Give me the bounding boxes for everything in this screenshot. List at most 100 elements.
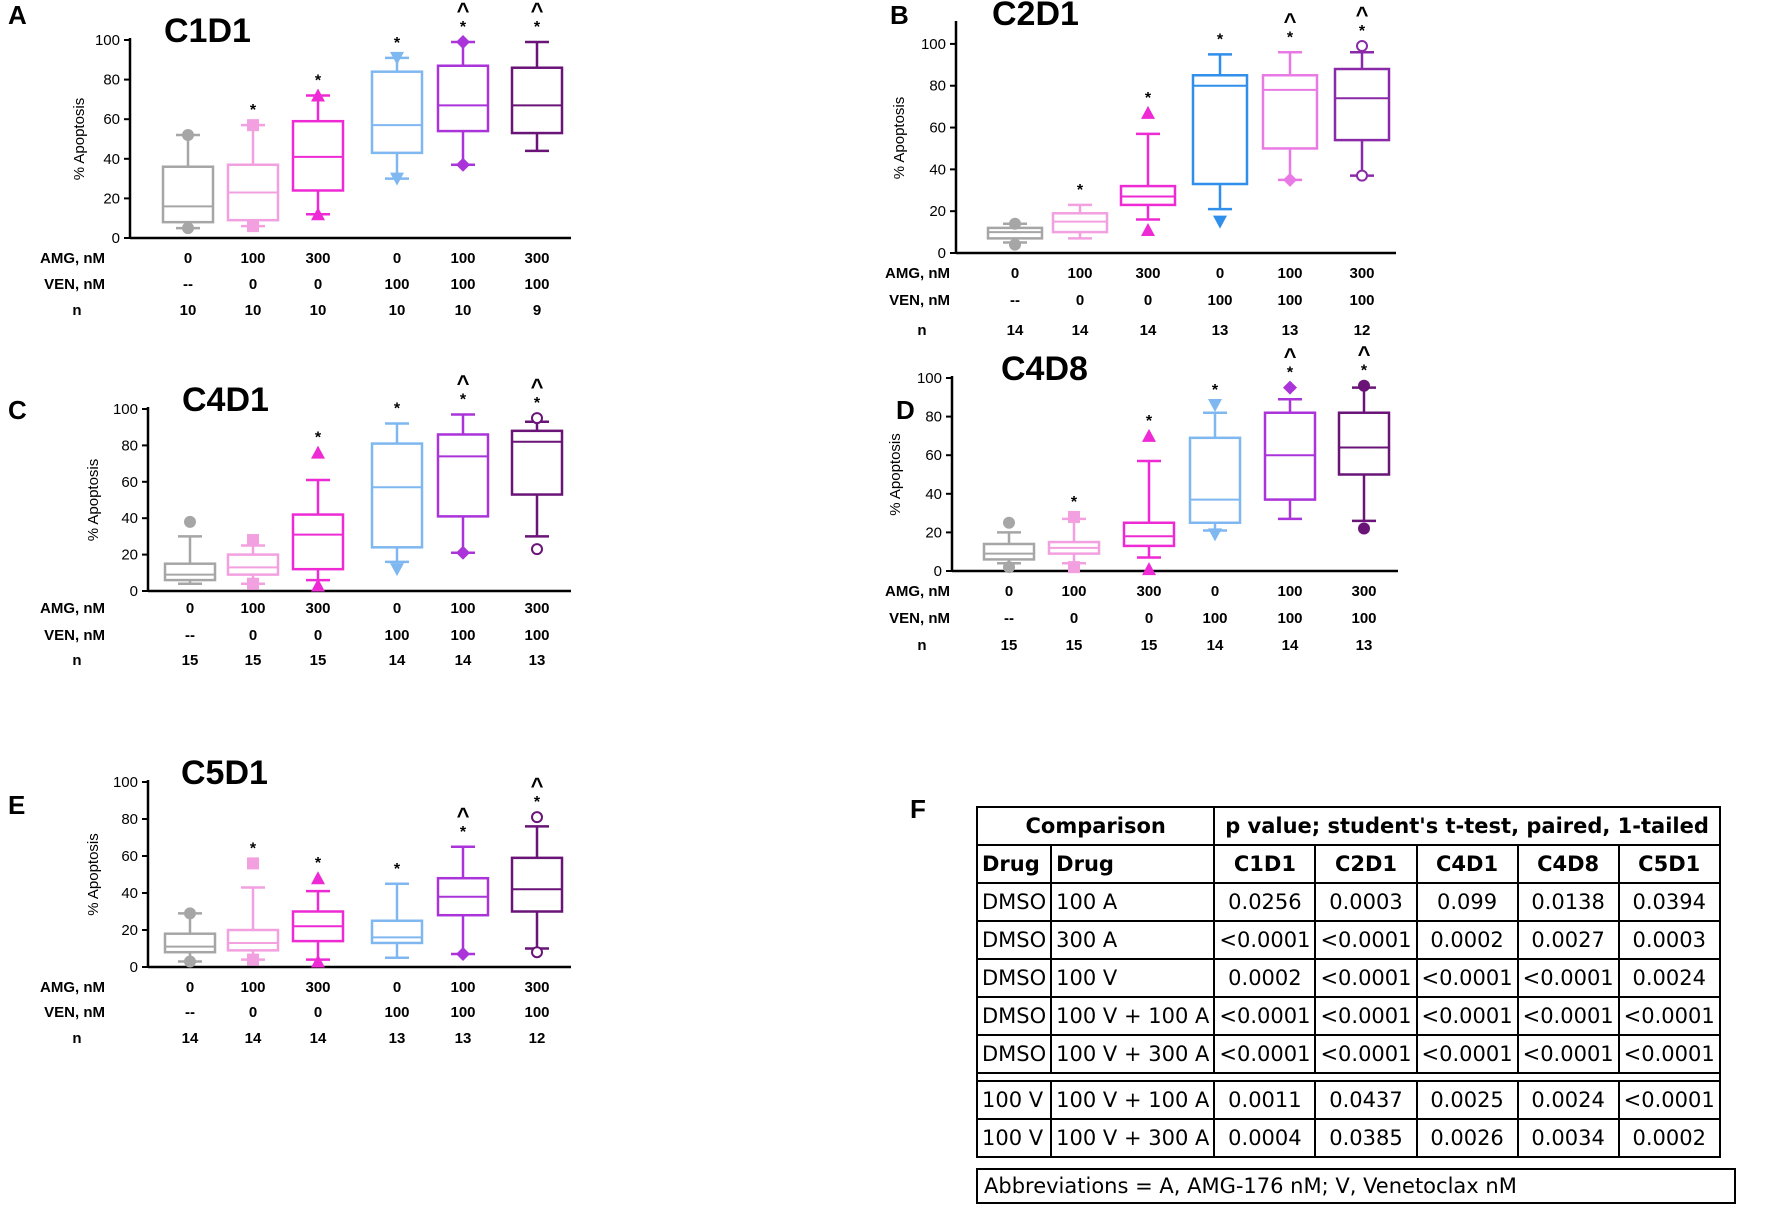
table-row: DMSO 100 V + 100 A <0.0001 <0.0001 <0.0001 <0… [975,996,1721,1036]
ven-value: 0 [314,276,322,293]
pvalue-cell: <0.0001 [1617,1080,1721,1120]
significance-star: * [1361,363,1368,380]
box-group [161,129,215,235]
outlier-point [1009,217,1021,230]
y-tick-label: 60 [929,120,946,137]
significance-star: * [1146,413,1153,430]
drug-cell: DMSO [975,1034,1053,1074]
box-group: *^ [510,374,564,556]
box-group: *^ [1263,344,1317,521]
significance-star: * [1077,182,1084,199]
abbreviations-note: Abbreviations = A, AMG-176 nM; V, Veneto… [976,1168,1736,1204]
amg-value: 300 [524,250,549,267]
amg-value: 100 [1277,583,1302,600]
chart-title: C2D1 [992,0,1079,33]
n-value: 10 [180,302,197,319]
ven-value: 0 [1076,292,1084,309]
y-axis-label: % Apoptosis [85,833,102,916]
row-label-amg: AMG, nM [40,600,105,617]
column-header: C4D1 [1415,844,1519,884]
pvalue-cell: 0.0002 [1415,920,1519,960]
row-label-ven: VEN, nM [44,1004,105,1021]
column-header: Drug [975,844,1053,884]
n-value: 15 [245,652,262,669]
outlier-point [1142,562,1156,576]
drug-cell: 100 V + 300 A [1050,1034,1216,1074]
box-group [163,515,217,585]
y-tick-label: 80 [121,437,138,454]
table-row: 100 V 100 V + 300 A 0.0004 0.0385 0.0026 0.00… [975,1118,1721,1158]
n-value: 15 [182,652,199,669]
box [1119,184,1177,207]
n-value: 12 [1354,322,1371,339]
box [1337,411,1391,476]
ven-value: 100 [384,627,409,644]
amg-value: 300 [524,600,549,617]
row-label-ven: VEN, nM [44,627,105,644]
y-tick-label: 40 [121,510,138,527]
y-tick-label: 40 [121,885,138,902]
outlier-point [311,871,325,885]
amg-value: 0 [1011,265,1019,282]
box [510,429,564,496]
y-tick-label: 40 [103,151,120,168]
box-group [226,534,280,590]
outlier-point [1003,516,1015,529]
table-header: Drug Drug C1D1 C2D1 C4D1 C4D8 C5D1 [975,844,1721,884]
outlier-point [390,51,404,65]
outlier-point [1356,40,1368,52]
box [370,70,424,155]
y-tick-label: 0 [112,230,120,247]
amg-value: 300 [1136,583,1161,600]
box-group: * [1047,494,1101,574]
amg-value: 100 [450,600,475,617]
n-value: 10 [455,302,472,319]
table-row: 100 V 100 V + 100 A 0.0011 0.0437 0.0025 0.00… [975,1080,1721,1120]
drug-cell: DMSO [975,882,1053,922]
y-tick-label: 80 [929,78,946,95]
significance-star: * [460,391,467,408]
drug-cell: DMSO [975,958,1053,998]
amg-value: 0 [393,600,401,617]
pvalue-table: Comparison p value; student's t-test, pa… [975,806,1721,1158]
chart-title: C1D1 [164,12,251,50]
amg-value: 300 [1351,583,1376,600]
box-group: * [1051,182,1109,240]
drug-cell: 100 V [975,1080,1053,1120]
amg-value: 100 [240,979,265,996]
pvalue-cell: 0.0027 [1516,920,1620,960]
significance-caret: ^ [531,0,544,23]
panel-label-c: C [8,395,27,425]
significance-star: * [394,861,401,878]
row-label-ven: VEN, nM [44,276,105,293]
outlier-point [182,129,194,142]
y-tick-label: 60 [121,474,138,491]
row-label-n: n [917,322,926,339]
boxplot-panel-b: B C2D1 0 20 40 60 80 100 % Apoptosis AMG, nM VEN,… [885,0,1396,339]
outlier-point [311,578,325,592]
ven-value: 100 [1207,292,1232,309]
row-label-ven: VEN, nM [889,610,950,627]
pvalue-cell: <0.0001 [1516,958,1620,998]
outlier-point [390,172,404,186]
box-group: * [370,861,424,959]
pvalue-cell: 0.0385 [1314,1118,1418,1158]
drug-cell: 100 A [1050,882,1216,922]
box [370,919,424,945]
box [1188,436,1242,524]
y-axis-label: % Apoptosis [71,98,88,181]
amg-value: 100 [240,250,265,267]
outlier-point [1358,522,1370,535]
row-label-amg: AMG, nM [885,265,950,282]
amg-value: 0 [184,250,192,267]
amg-value: 300 [1349,265,1374,282]
outlier-point [311,207,325,221]
n-value: 13 [1212,322,1229,339]
pvalue-cell: <0.0001 [1516,996,1620,1036]
box-group: * [291,72,345,221]
n-value: 14 [1282,637,1299,654]
box [161,165,215,224]
n-value: 13 [1356,637,1373,654]
y-tick-label: 80 [925,409,942,426]
header-pvalue: p value; student's t-test, paired, 1-tai… [1213,806,1721,846]
